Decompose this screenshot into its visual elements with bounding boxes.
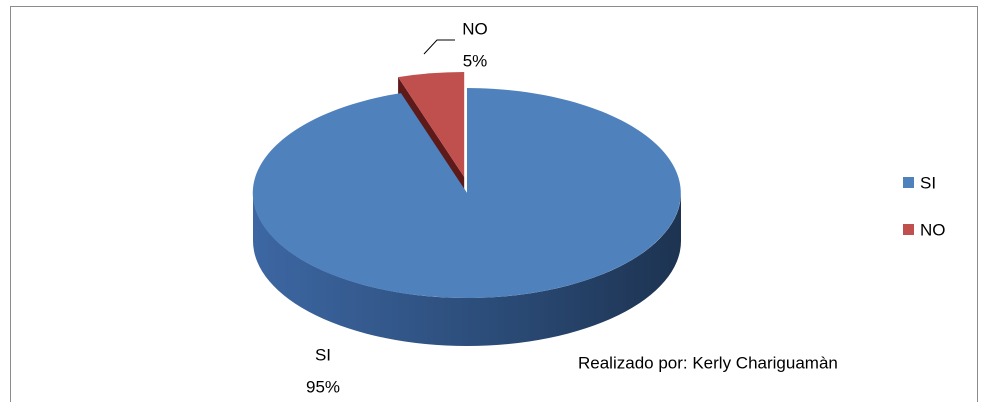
- data-label-value: 5%: [463, 51, 488, 70]
- data-label-category: NO: [462, 19, 488, 38]
- chart-frame: [10, 6, 978, 402]
- data-label-value: 95%: [306, 377, 340, 396]
- annotation: Realizado por: Kerly Chariguamàn: [578, 353, 838, 372]
- leader-line: [423, 39, 455, 55]
- legend-label: SI: [920, 173, 936, 192]
- slice: [252, 88, 681, 298]
- slice: [398, 71, 465, 177]
- data-label-category: SI: [315, 345, 331, 364]
- legend-label: NO: [920, 220, 946, 239]
- slice-side: [253, 193, 681, 346]
- legend-swatch: [903, 177, 914, 188]
- legend-swatch: [903, 224, 914, 235]
